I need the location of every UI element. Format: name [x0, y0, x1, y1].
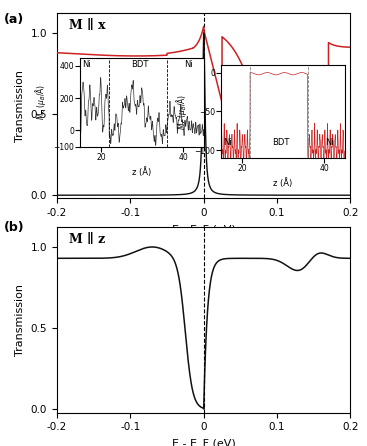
Text: M ∥ x: M ∥ x	[69, 19, 105, 32]
Text: M ∥ z: M ∥ z	[69, 233, 105, 246]
Text: (a): (a)	[4, 13, 24, 26]
Y-axis label: Transmission: Transmission	[15, 284, 25, 356]
Y-axis label: Transmission: Transmission	[15, 70, 25, 142]
X-axis label: E - E_F (eV): E - E_F (eV)	[172, 438, 236, 446]
X-axis label: E - E_F (eV): E - E_F (eV)	[172, 224, 236, 235]
Text: (b): (b)	[4, 221, 24, 234]
